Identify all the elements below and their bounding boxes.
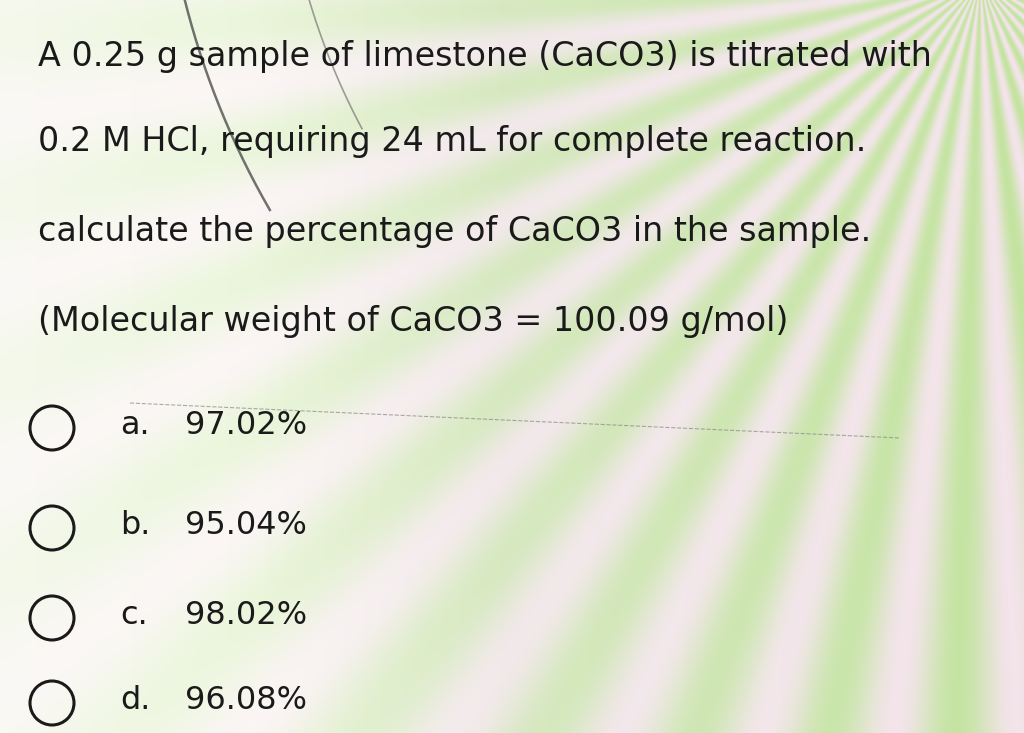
Text: (Molecular weight of CaCO3 = 100.09 g/mol): (Molecular weight of CaCO3 = 100.09 g/mo… [38, 305, 788, 338]
Text: 0.2 M HCl, requiring 24 mL for complete reaction.: 0.2 M HCl, requiring 24 mL for complete … [38, 125, 866, 158]
Text: calculate the percentage of CaCO3 in the sample.: calculate the percentage of CaCO3 in the… [38, 215, 871, 248]
Text: d.: d. [120, 685, 151, 716]
Text: 95.04%: 95.04% [185, 510, 307, 541]
Text: a.: a. [120, 410, 150, 441]
Text: b.: b. [120, 510, 151, 541]
Text: A 0.25 g sample of limestone (CaCO3) is titrated with: A 0.25 g sample of limestone (CaCO3) is … [38, 40, 932, 73]
Text: 98.02%: 98.02% [185, 600, 307, 631]
Text: c.: c. [120, 600, 147, 631]
Text: 96.08%: 96.08% [185, 685, 307, 716]
Text: 97.02%: 97.02% [185, 410, 307, 441]
